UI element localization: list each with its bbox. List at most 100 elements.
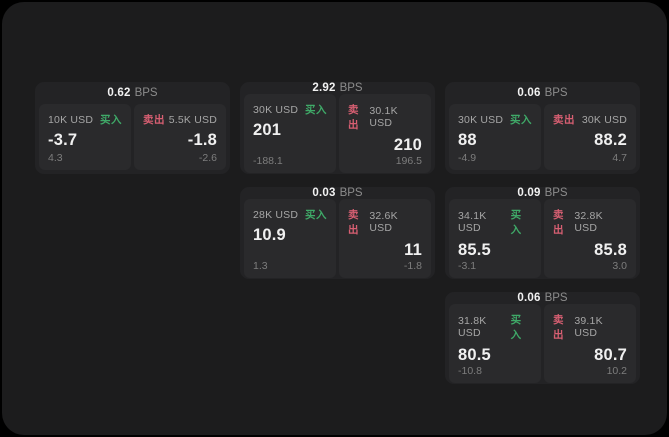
quote-panels: 10K USD 买入 -3.7 4.3 卖出 5.5K USD -1.8 -2.… <box>39 104 226 170</box>
sell-price: 210 <box>393 136 422 154</box>
sell-price: 88.2 <box>594 131 627 149</box>
buy-sub-value: -188.1 <box>253 154 283 167</box>
sell-sub-value: 196.5 <box>395 154 422 167</box>
sell-panel[interactable]: 卖出 32.8K USD 85.8 3.0 <box>544 199 636 278</box>
buy-size-label: 34.1K USD <box>458 210 487 234</box>
buy-panel[interactable]: 30K USD 买入 201 -188.1 <box>244 94 336 173</box>
buy-panel-top: 28K USD 买入 <box>253 207 327 222</box>
sell-panel-top: 卖出 39.1K USD <box>553 312 627 342</box>
spread-value: 0.06 <box>517 292 541 304</box>
quote-card-grid: 0.62 BPS 10K USD 买入 -3.7 4.3 卖出 5.5K USD… <box>35 82 640 384</box>
sell-side-tag: 卖出 <box>553 314 564 341</box>
sell-size-label: 5.5K USD <box>168 113 217 126</box>
spread-value: 0.06 <box>517 87 541 99</box>
spread-header: 0.06 BPS <box>449 82 636 104</box>
quote-card[interactable]: 0.06 BPS 30K USD 买入 88 -4.9 卖出 30K USD 8… <box>445 82 640 174</box>
sell-sub-value: -2.6 <box>198 152 217 164</box>
buy-panel-top: 34.1K USD 买入 <box>458 207 532 237</box>
buy-side-tag: 买入 <box>100 114 122 126</box>
sell-price: 80.7 <box>594 346 627 364</box>
sell-sub-value: 3.0 <box>612 259 627 272</box>
spread-unit-label: BPS <box>544 292 568 304</box>
buy-sub-value: -10.8 <box>458 364 482 377</box>
sell-price: -1.8 <box>187 131 217 149</box>
quote-card[interactable]: 2.92 BPS 30K USD 买入 201 -188.1 卖出 30.1K … <box>240 82 435 174</box>
sell-side-tag: 卖出 <box>553 114 575 126</box>
sell-side-tag: 卖出 <box>348 104 359 131</box>
sell-panel-top: 卖出 30.1K USD <box>348 102 422 132</box>
spread-value: 2.92 <box>312 82 336 94</box>
buy-price: 85.5 <box>458 241 491 259</box>
buy-price: 10.9 <box>253 226 286 244</box>
buy-panel-top: 10K USD 买入 <box>48 112 122 127</box>
buy-price: 88 <box>458 131 477 149</box>
buy-side-tag: 买入 <box>510 114 532 126</box>
buy-panel-top: 30K USD 买入 <box>458 112 532 127</box>
buy-side-tag: 买入 <box>510 314 522 341</box>
sell-panel-top: 卖出 32.6K USD <box>348 207 422 237</box>
quote-panels: 30K USD 买入 88 -4.9 卖出 30K USD 88.2 4.7 <box>449 104 636 170</box>
sell-panel[interactable]: 卖出 5.5K USD -1.8 -2.6 <box>134 104 226 170</box>
spread-unit-label: BPS <box>134 87 158 99</box>
sell-panel[interactable]: 卖出 30K USD 88.2 4.7 <box>544 104 636 170</box>
sell-price: 11 <box>404 241 422 259</box>
spread-header: 0.03 BPS <box>244 187 431 199</box>
buy-panel[interactable]: 30K USD 买入 88 -4.9 <box>449 104 541 170</box>
spread-header: 2.92 BPS <box>244 82 431 94</box>
sell-side-tag: 卖出 <box>553 209 564 236</box>
buy-sub-value: 4.3 <box>48 152 63 164</box>
buy-side-tag: 买入 <box>305 104 327 116</box>
sell-panel[interactable]: 卖出 30.1K USD 210 196.5 <box>339 94 431 173</box>
buy-sub-value: -3.1 <box>458 259 477 272</box>
sell-size-label: 32.8K USD <box>574 210 603 234</box>
spread-header: 0.09 BPS <box>449 187 636 199</box>
sell-sub-value: -1.8 <box>403 259 422 272</box>
buy-panel[interactable]: 10K USD 买入 -3.7 4.3 <box>39 104 131 170</box>
quote-card[interactable]: 0.06 BPS 31.8K USD 买入 80.5 -10.8 卖出 39.1… <box>445 292 640 384</box>
quote-card[interactable]: 0.62 BPS 10K USD 买入 -3.7 4.3 卖出 5.5K USD… <box>35 82 230 174</box>
buy-size-label: 30K USD <box>458 113 504 126</box>
sell-side-tag: 卖出 <box>348 209 359 236</box>
spread-header: 0.62 BPS <box>39 82 226 104</box>
quote-card[interactable]: 0.09 BPS 34.1K USD 买入 85.5 -3.1 卖出 32.8K… <box>445 187 640 279</box>
buy-size-label: 10K USD <box>48 113 94 126</box>
sell-price: 85.8 <box>594 241 627 259</box>
buy-panel[interactable]: 28K USD 买入 10.9 1.3 <box>244 199 336 278</box>
spread-unit-label: BPS <box>339 187 363 199</box>
buy-sub-value: -4.9 <box>458 152 477 164</box>
buy-panel[interactable]: 34.1K USD 买入 85.5 -3.1 <box>449 199 541 278</box>
quote-panels: 34.1K USD 买入 85.5 -3.1 卖出 32.8K USD 85.8… <box>449 199 636 278</box>
sell-sub-value: 4.7 <box>612 152 627 164</box>
buy-panel-top: 31.8K USD 买入 <box>458 312 532 342</box>
spread-value: 0.09 <box>517 187 541 199</box>
sell-size-label: 39.1K USD <box>574 315 603 339</box>
sell-panel[interactable]: 卖出 39.1K USD 80.7 10.2 <box>544 304 636 383</box>
sell-size-label: 32.6K USD <box>369 210 398 234</box>
sell-panel-top: 卖出 30K USD <box>553 112 627 127</box>
sell-size-label: 30K USD <box>581 113 627 126</box>
buy-panel[interactable]: 31.8K USD 买入 80.5 -10.8 <box>449 304 541 383</box>
spread-unit-label: BPS <box>544 87 568 99</box>
buy-sub-value: 1.3 <box>253 259 268 272</box>
buy-price: 80.5 <box>458 346 491 364</box>
quote-panels: 31.8K USD 买入 80.5 -10.8 卖出 39.1K USD 80.… <box>449 304 636 383</box>
buy-side-tag: 买入 <box>510 209 522 236</box>
buy-price: 201 <box>253 121 282 139</box>
buy-size-label: 30K USD <box>253 103 299 116</box>
quote-panels: 30K USD 买入 201 -188.1 卖出 30.1K USD 210 1… <box>244 94 431 173</box>
sell-size-label: 30.1K USD <box>369 105 398 129</box>
spread-header: 0.06 BPS <box>449 292 636 304</box>
spread-value: 0.62 <box>107 87 131 99</box>
buy-panel-top: 30K USD 买入 <box>253 102 327 117</box>
buy-size-label: 28K USD <box>253 208 299 221</box>
sell-panel[interactable]: 卖出 32.6K USD 11 -1.8 <box>339 199 431 278</box>
quote-card[interactable]: 0.03 BPS 28K USD 买入 10.9 1.3 卖出 32.6K US… <box>240 187 435 279</box>
buy-side-tag: 买入 <box>305 209 327 221</box>
spread-unit-label: BPS <box>339 82 363 94</box>
quote-panels: 28K USD 买入 10.9 1.3 卖出 32.6K USD 11 -1.8 <box>244 199 431 278</box>
sell-side-tag: 卖出 <box>143 114 165 126</box>
sell-sub-value: 10.2 <box>606 364 627 377</box>
spread-value: 0.03 <box>312 187 336 199</box>
sell-panel-top: 卖出 32.8K USD <box>553 207 627 237</box>
